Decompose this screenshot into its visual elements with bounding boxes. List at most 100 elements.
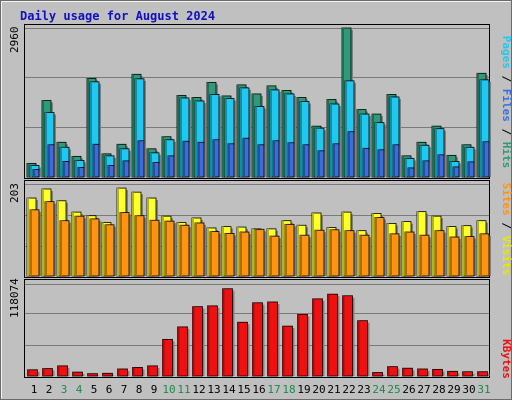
- bar-side: [462, 226, 464, 276]
- bar-side: [360, 114, 362, 177]
- bar-side: [312, 126, 314, 177]
- bar-side: [480, 234, 482, 276]
- bar-side: [423, 161, 425, 177]
- bar-side: [417, 212, 419, 276]
- x-tick-label-15: 15: [237, 383, 250, 396]
- x-tick-label-21: 21: [327, 383, 340, 396]
- bar-side: [387, 94, 389, 177]
- bar-side: [387, 223, 389, 276]
- bar-side: [238, 322, 240, 376]
- bar-side: [223, 289, 225, 376]
- bar-side: [58, 366, 60, 376]
- bar-side: [103, 373, 105, 376]
- bar-side: [45, 113, 47, 177]
- bar-side: [378, 150, 380, 177]
- bar-side: [237, 85, 239, 177]
- legend-sep: /: [500, 216, 512, 236]
- bar-side: [168, 156, 170, 177]
- bar-side: [132, 74, 134, 177]
- bar-side: [237, 227, 239, 276]
- bar-side: [420, 235, 422, 276]
- bar-side: [180, 98, 182, 177]
- bar-side: [135, 216, 137, 276]
- bar-side: [318, 151, 320, 177]
- bar-side: [270, 90, 272, 177]
- bar-side: [342, 28, 344, 177]
- bar-side: [448, 371, 450, 376]
- bar-side: [165, 221, 167, 276]
- legend-visits: Visits: [500, 236, 512, 276]
- x-tick-label-26: 26: [402, 383, 415, 396]
- bar-side: [225, 233, 227, 276]
- bar-side: [225, 98, 227, 177]
- x-tick-label-7: 7: [121, 383, 128, 396]
- bar-side: [312, 213, 314, 276]
- bar-side: [432, 126, 434, 177]
- bar-side: [393, 145, 395, 177]
- legend-sep: /: [500, 69, 512, 89]
- bar-side: [270, 236, 272, 276]
- bar-side: [345, 231, 347, 276]
- bar-side: [297, 225, 299, 276]
- bar-side: [360, 235, 362, 276]
- bar-side: [162, 137, 164, 177]
- bar-side: [87, 216, 89, 276]
- bar-side: [30, 165, 32, 177]
- bar-side: [388, 367, 390, 376]
- x-tick-label-6: 6: [106, 383, 113, 396]
- bar-side: [283, 326, 285, 376]
- bar-side: [372, 114, 374, 177]
- bar-side: [57, 142, 59, 177]
- bar-side: [327, 228, 329, 276]
- bar-side: [435, 129, 437, 177]
- bar-side: [463, 372, 465, 376]
- bar-side: [147, 198, 149, 276]
- bar-side: [328, 294, 330, 376]
- bar-side: [478, 372, 480, 376]
- bar-side: [330, 230, 332, 276]
- bar-side: [123, 161, 125, 177]
- bar-side: [405, 158, 407, 177]
- bar-side: [402, 156, 404, 177]
- x-tick-label-24: 24: [372, 383, 386, 396]
- x-tick-label-28: 28: [432, 383, 445, 396]
- bar-side: [60, 147, 62, 177]
- bar-side: [435, 231, 437, 276]
- bar-side: [465, 147, 467, 177]
- bar-side: [252, 229, 254, 276]
- bar-side: [192, 218, 194, 276]
- bar-side: [450, 161, 452, 177]
- bar-side: [267, 229, 269, 276]
- bar-side: [285, 224, 287, 276]
- bar-side: [417, 142, 419, 177]
- bar-side: [303, 145, 305, 177]
- bar-side: [375, 218, 377, 276]
- bar-side: [253, 303, 255, 376]
- bar-side: [210, 232, 212, 276]
- bar-side: [105, 156, 107, 177]
- bar-side: [297, 97, 299, 177]
- bar-side: [372, 213, 374, 276]
- bar-side: [465, 237, 467, 276]
- bar-side: [118, 369, 120, 376]
- x-tick-label-3: 3: [61, 383, 68, 396]
- bar-side: [180, 225, 182, 276]
- bar-side: [183, 141, 185, 177]
- bar-side: [267, 86, 269, 177]
- bar-side: [72, 156, 74, 177]
- x-tick-label-29: 29: [447, 383, 460, 396]
- bar-side: [150, 153, 152, 177]
- panel-visits-sites: 203 Sites / Visits: [8, 181, 512, 278]
- bar-side: [313, 299, 315, 376]
- panel-right-legend: Sites / Visits: [500, 183, 512, 276]
- bar-side: [117, 188, 119, 276]
- x-tick-label-1: 1: [31, 383, 38, 396]
- bar-side: [148, 366, 150, 376]
- bar-side: [102, 154, 104, 177]
- bar-side: [408, 168, 410, 177]
- bar-side: [343, 296, 345, 376]
- bar-side: [273, 141, 275, 177]
- panel-hits-files-pages: 2960 Pages / Files / Hits: [8, 25, 512, 179]
- x-tick-label-14: 14: [222, 383, 236, 396]
